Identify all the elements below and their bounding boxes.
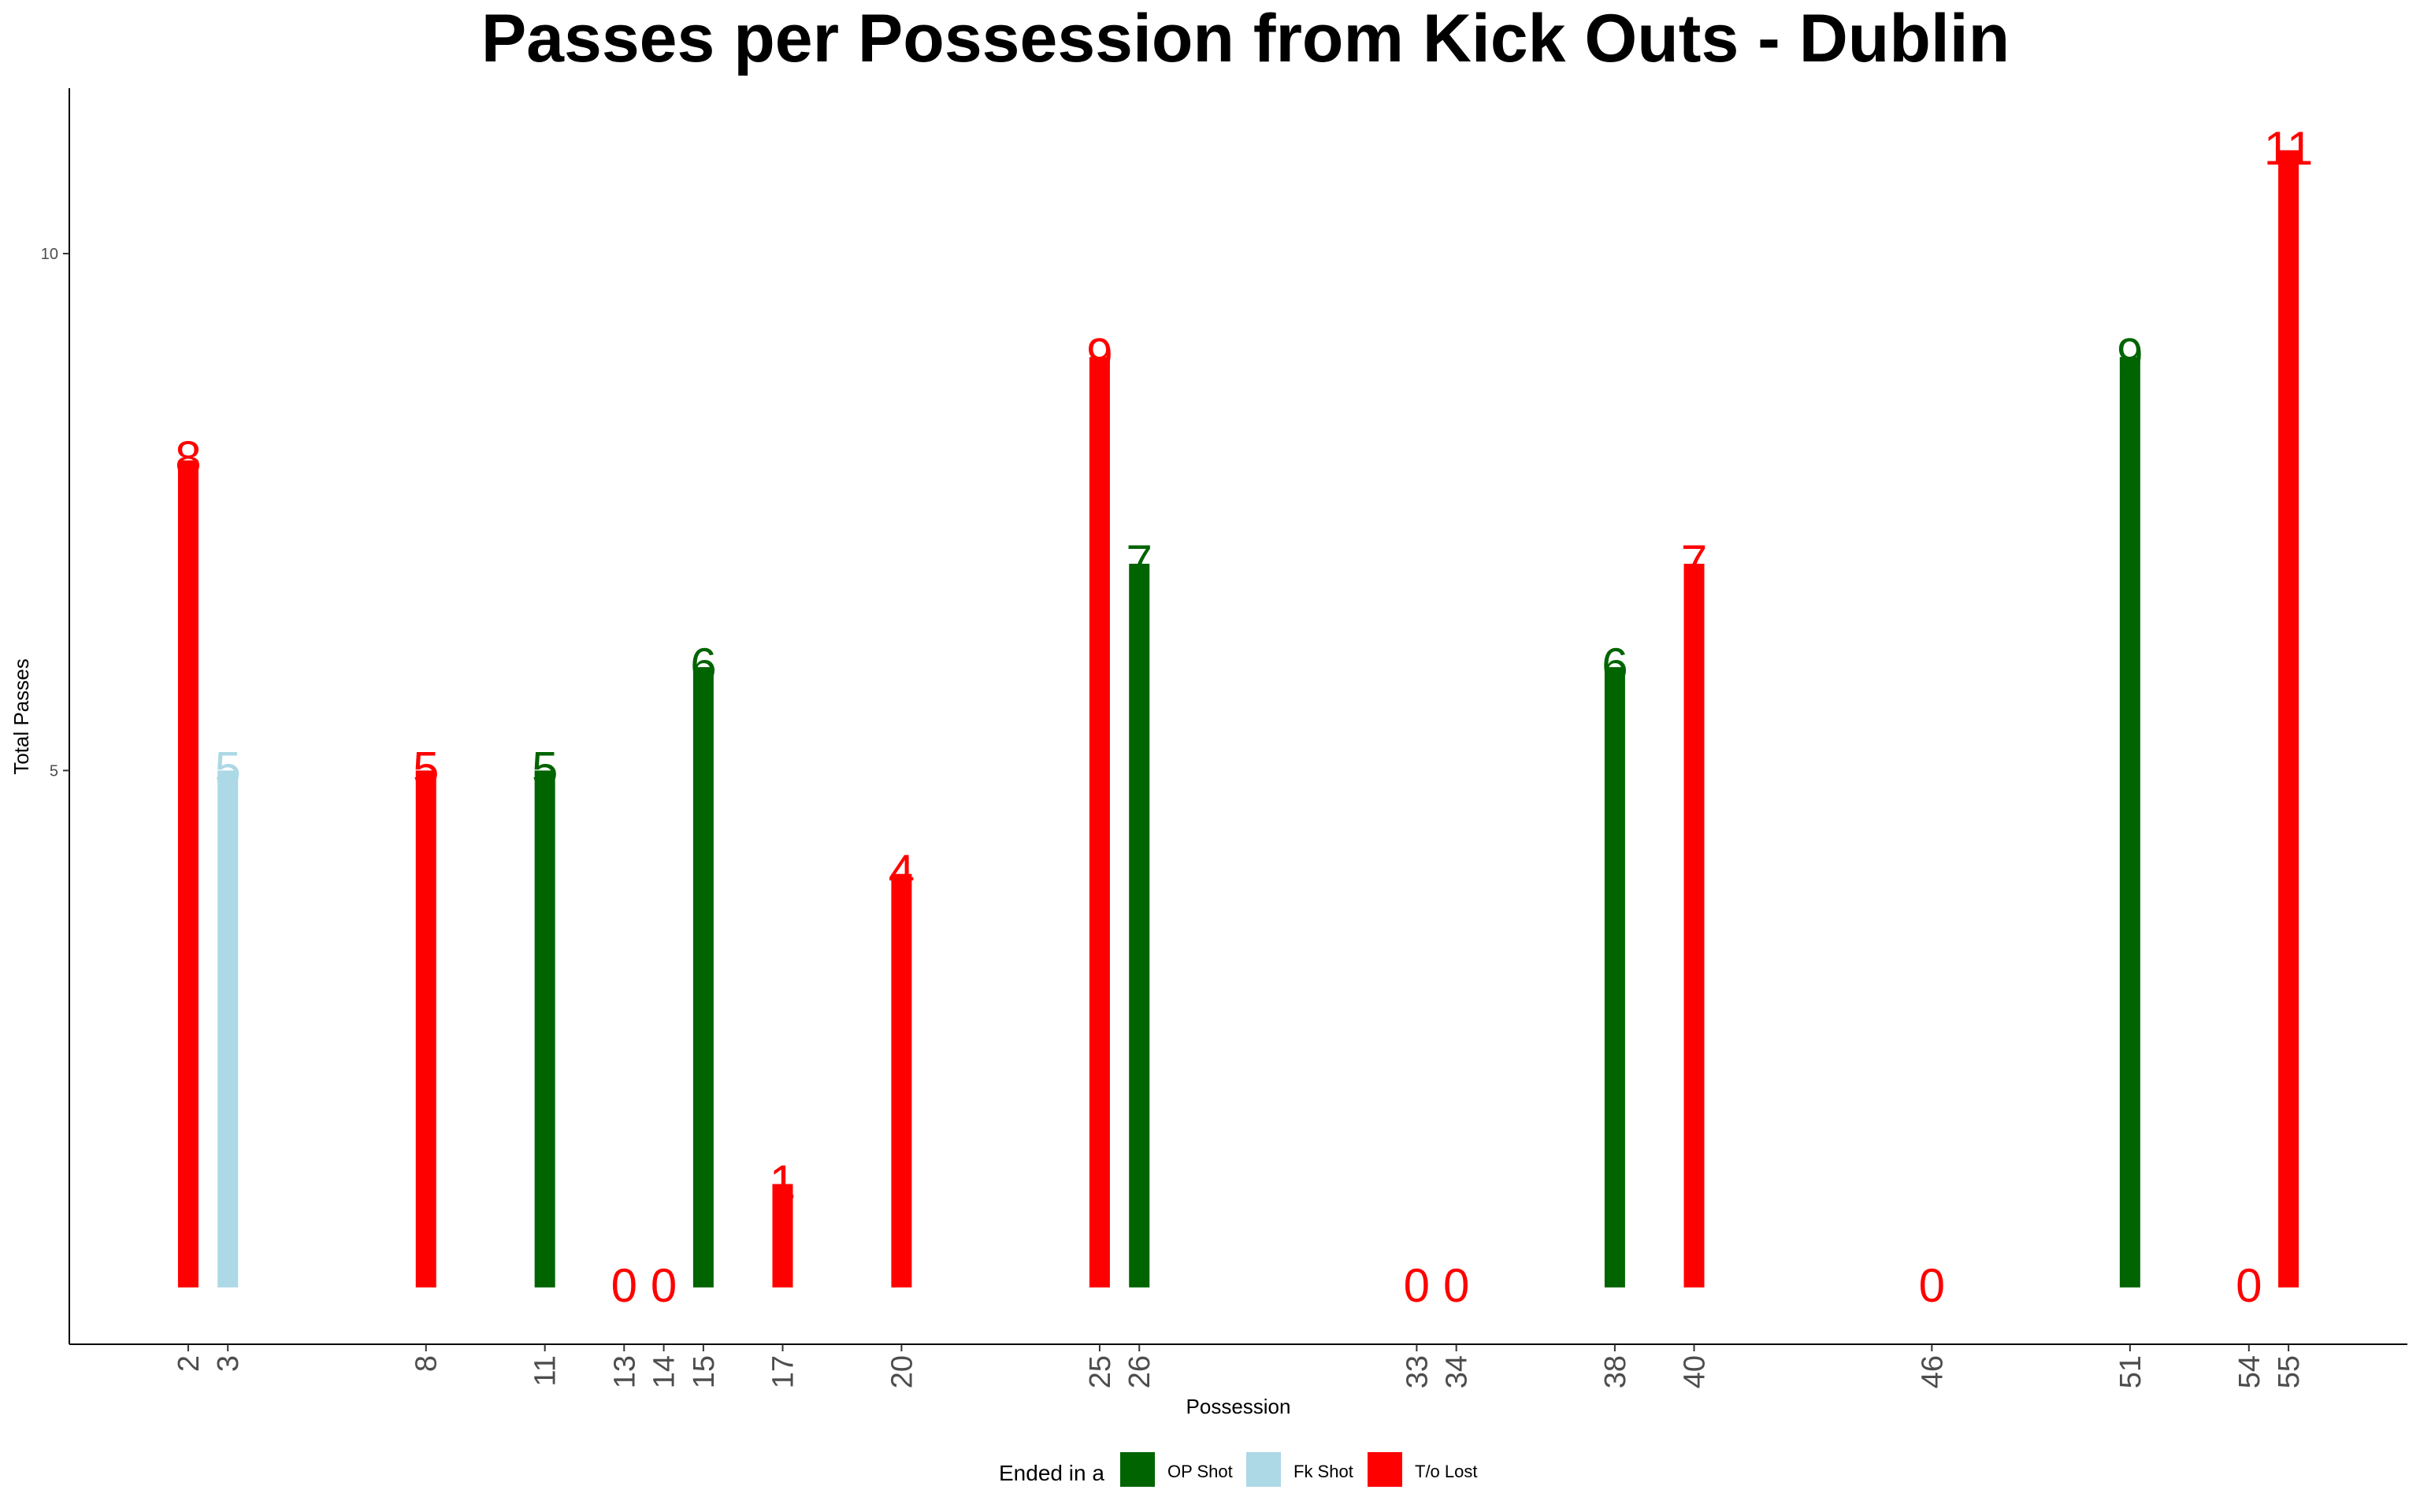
bar-value-label-25: 9 bbox=[1086, 328, 1112, 381]
bar-value-label-14: 0 bbox=[651, 1259, 677, 1312]
legend: Ended in a OP Shot Fk Shot T/o Lost bbox=[999, 1452, 1477, 1487]
bar-value-label-51: 9 bbox=[2117, 328, 2143, 381]
bar-value-label-20: 4 bbox=[889, 846, 915, 899]
x-tick-label-54: 54 bbox=[2233, 1355, 2266, 1388]
x-ticks-layer: 2 3 8 11 13 14 15 17 20 25 26 33 34 38 40 46 51 54 55 bbox=[173, 1344, 2306, 1388]
x-tick-label-33: 33 bbox=[1401, 1355, 1434, 1388]
bar-possession-55 bbox=[2278, 150, 2299, 1288]
bar-value-label-38: 6 bbox=[1602, 639, 1628, 691]
legend-items: OP Shot Fk Shot T/o Lost bbox=[1120, 1452, 1477, 1487]
bar-possession-8 bbox=[415, 770, 436, 1288]
bar-possession-25 bbox=[1089, 357, 1110, 1288]
x-tick-label-25: 25 bbox=[1084, 1355, 1117, 1388]
y-axis-title: Total Passes bbox=[9, 658, 33, 774]
x-tick-label-2: 2 bbox=[173, 1355, 206, 1372]
bar-value-label-55: 11 bbox=[2264, 122, 2313, 175]
x-tick-label-46: 46 bbox=[1916, 1355, 1949, 1388]
x-tick-label-17: 17 bbox=[766, 1355, 800, 1388]
bars-layer bbox=[177, 150, 2299, 1288]
x-tick-label-3: 3 bbox=[212, 1355, 245, 1372]
x-tick-label-8: 8 bbox=[410, 1355, 444, 1372]
x-tick-label-20: 20 bbox=[885, 1355, 919, 1388]
bar-value-label-15: 6 bbox=[690, 639, 716, 691]
x-tick-label-11: 11 bbox=[529, 1355, 562, 1386]
x-tick-label-14: 14 bbox=[648, 1355, 681, 1388]
bar-possession-3 bbox=[217, 770, 239, 1288]
legend-key-0 bbox=[1120, 1452, 1155, 1487]
legend-title: Ended in a bbox=[999, 1461, 1104, 1485]
x-tick-label-15: 15 bbox=[688, 1355, 721, 1388]
bar-value-label-26: 7 bbox=[1126, 536, 1152, 588]
y-tick-label-10: 10 bbox=[41, 246, 58, 263]
legend-key-1 bbox=[1246, 1452, 1281, 1487]
bar-value-label-54: 0 bbox=[2236, 1259, 2262, 1312]
x-tick-label-51: 51 bbox=[2114, 1355, 2147, 1388]
bar-possession-15 bbox=[692, 667, 714, 1288]
x-tick-label-26: 26 bbox=[1123, 1355, 1156, 1388]
bar-possession-2 bbox=[177, 460, 199, 1288]
x-tick-label-38: 38 bbox=[1599, 1355, 1632, 1388]
legend-label-1: Fk Shot bbox=[1294, 1462, 1353, 1481]
bar-value-label-46: 0 bbox=[1919, 1259, 1945, 1312]
bar-value-label-33: 0 bbox=[1404, 1259, 1430, 1312]
bar-possession-17 bbox=[772, 1184, 793, 1288]
x-tick-label-40: 40 bbox=[1679, 1355, 1712, 1388]
bar-value-label-2: 8 bbox=[175, 432, 201, 485]
x-axis-title: Possession bbox=[1186, 1395, 1291, 1418]
bar-value-label-8: 5 bbox=[413, 742, 439, 795]
bar-value-label-17: 1 bbox=[770, 1156, 796, 1209]
y-ticks-layer: 5 10 bbox=[41, 246, 69, 780]
bar-possession-51 bbox=[2119, 357, 2140, 1288]
bar-value-label-34: 0 bbox=[1443, 1259, 1469, 1312]
legend-label-2: T/o Lost bbox=[1415, 1462, 1477, 1481]
bar-possession-11 bbox=[534, 770, 555, 1288]
x-tick-label-13: 13 bbox=[608, 1355, 641, 1388]
bar-value-label-11: 5 bbox=[532, 742, 558, 795]
bar-possession-40 bbox=[1683, 563, 1705, 1288]
bar-possession-26 bbox=[1129, 563, 1150, 1288]
bar-possession-20 bbox=[891, 873, 912, 1288]
bar-value-label-3: 5 bbox=[215, 742, 241, 795]
chart-title: Passes per Possession from Kick Outs - D… bbox=[481, 1, 2010, 76]
x-tick-label-55: 55 bbox=[2273, 1355, 2306, 1388]
y-tick-label-5: 5 bbox=[50, 762, 58, 780]
bar-value-label-40: 7 bbox=[1681, 536, 1707, 588]
x-tick-label-34: 34 bbox=[1441, 1355, 1474, 1388]
legend-key-2 bbox=[1368, 1452, 1402, 1487]
bar-value-label-13: 0 bbox=[611, 1259, 637, 1312]
bar-possession-38 bbox=[1604, 667, 1625, 1288]
legend-label-0: OP Shot bbox=[1167, 1462, 1233, 1481]
